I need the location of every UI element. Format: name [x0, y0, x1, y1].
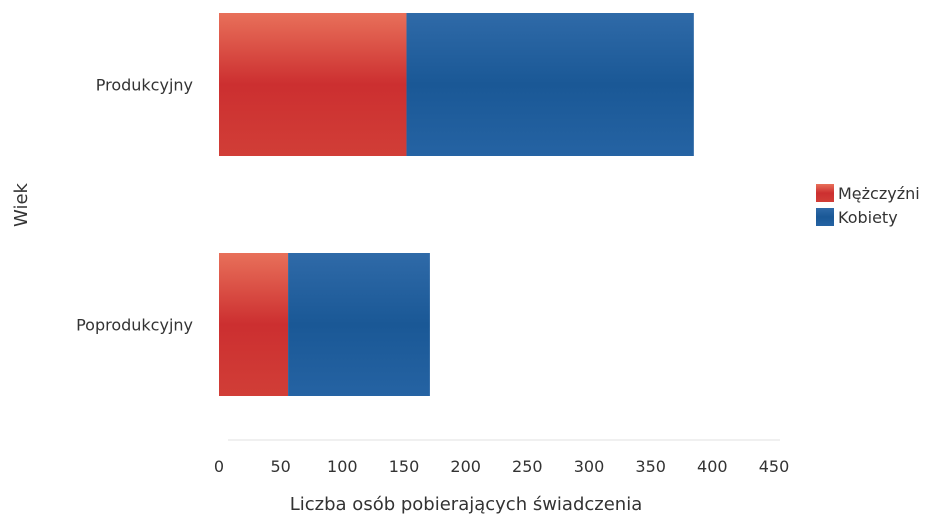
x-tick-label: 200 — [450, 457, 481, 476]
x-tick-label: 50 — [270, 457, 290, 476]
x-tick-label: 0 — [214, 457, 224, 476]
category-labels: Produkcyjny Poprodukcyjny — [76, 76, 193, 335]
x-tick-label: 250 — [512, 457, 543, 476]
bars-group — [219, 13, 694, 396]
bar-poprodukcyjny-women — [288, 253, 430, 396]
legend-swatch-women — [816, 208, 834, 226]
x-tick-label: 300 — [574, 457, 605, 476]
legend: Mężczyźni Kobiety — [816, 184, 920, 227]
category-label: Produkcyjny — [96, 76, 193, 95]
x-tick-labels: 0 50 100 150 200 250 300 350 400 450 — [214, 457, 789, 476]
legend-label-men: Mężczyźni — [838, 184, 920, 203]
bar-produkcyjny-women — [406, 13, 694, 156]
x-tick-label: 150 — [389, 457, 420, 476]
legend-label-women: Kobiety — [838, 208, 898, 227]
bar-poprodukcyjny-men — [219, 253, 289, 396]
x-tick-label: 450 — [759, 457, 790, 476]
x-tick-label: 350 — [635, 457, 666, 476]
x-tick-label: 400 — [697, 457, 728, 476]
category-label: Poprodukcyjny — [76, 316, 193, 335]
legend-swatch-men — [816, 184, 834, 202]
bar-produkcyjny-men — [219, 13, 407, 156]
x-tick-label: 100 — [327, 457, 358, 476]
y-axis-title: Wiek — [11, 182, 32, 226]
x-axis-title: Liczba osób pobierających świadczenia — [290, 494, 643, 515]
